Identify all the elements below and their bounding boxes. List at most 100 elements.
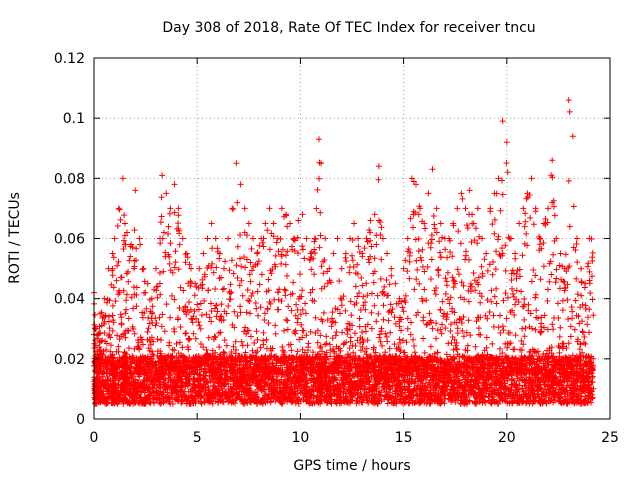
data-point — [373, 318, 380, 325]
data-point — [262, 310, 269, 317]
data-point — [154, 294, 161, 301]
data-point — [132, 392, 139, 399]
data-point — [434, 267, 441, 274]
data-point — [114, 262, 121, 269]
data-point — [356, 323, 363, 330]
data-point — [116, 206, 123, 213]
data-point — [431, 221, 438, 228]
data-point — [142, 382, 149, 389]
data-point — [226, 296, 233, 303]
data-point — [117, 216, 124, 223]
data-point — [282, 261, 289, 268]
data-point — [275, 296, 282, 303]
data-point — [98, 322, 105, 329]
data-point — [260, 341, 267, 348]
data-point — [287, 220, 294, 227]
data-point — [368, 325, 375, 332]
data-point — [171, 209, 178, 216]
data-point — [106, 297, 113, 304]
data-point — [177, 323, 184, 330]
data-point — [100, 348, 107, 355]
data-point — [131, 330, 138, 337]
data-point — [378, 224, 385, 231]
data-point — [374, 292, 381, 299]
data-point — [351, 220, 358, 227]
data-point — [237, 309, 244, 316]
data-point — [316, 175, 323, 182]
data-point — [125, 379, 132, 386]
data-point — [426, 310, 433, 317]
data-point — [177, 392, 184, 399]
data-point — [254, 250, 261, 257]
data-point — [121, 220, 128, 227]
data-point — [151, 400, 158, 407]
data-point — [115, 343, 122, 350]
data-point — [157, 383, 164, 390]
data-point — [281, 327, 288, 334]
data-point — [149, 348, 156, 355]
data-point — [433, 284, 440, 291]
data-point — [121, 232, 128, 239]
data-point — [427, 343, 434, 350]
data-point — [255, 258, 262, 265]
data-point — [429, 166, 436, 173]
data-point — [124, 359, 131, 366]
data-point — [205, 334, 212, 341]
data-point — [112, 362, 119, 369]
data-point — [376, 334, 383, 341]
data-point — [241, 205, 248, 212]
data-point — [244, 287, 251, 294]
data-point — [136, 345, 143, 352]
data-point — [140, 265, 147, 272]
data-point — [158, 337, 165, 344]
data-point — [97, 398, 104, 405]
data-point — [247, 310, 254, 317]
data-point — [167, 205, 174, 212]
data-point — [442, 290, 449, 297]
data-point — [252, 299, 259, 306]
data-point — [348, 312, 355, 319]
data-point — [249, 290, 256, 297]
data-point — [237, 255, 244, 262]
data-point — [178, 398, 185, 405]
data-point — [421, 268, 428, 275]
data-point — [160, 229, 167, 236]
data-point — [102, 381, 109, 388]
data-point — [396, 336, 403, 343]
data-point — [312, 314, 319, 321]
data-point — [226, 267, 233, 274]
data-point — [320, 258, 327, 265]
data-point — [166, 339, 173, 346]
data-point — [141, 310, 148, 317]
data-point — [254, 348, 261, 355]
data-point — [415, 211, 422, 218]
data-point — [248, 293, 255, 300]
data-point — [284, 326, 291, 333]
data-point — [167, 372, 174, 379]
data-point — [102, 312, 109, 319]
data-point — [379, 235, 386, 242]
data-point — [208, 220, 215, 227]
data-point — [169, 346, 176, 353]
data-point — [435, 272, 442, 279]
data-point — [444, 269, 451, 276]
data-point — [122, 310, 129, 317]
data-point — [360, 293, 367, 300]
data-point — [442, 246, 449, 253]
data-point — [365, 256, 372, 263]
data-point — [288, 307, 295, 314]
data-point — [376, 331, 383, 338]
data-point — [245, 327, 252, 334]
data-point — [336, 277, 343, 284]
data-point — [275, 289, 282, 296]
data-point — [157, 400, 164, 407]
data-point — [237, 181, 244, 188]
data-point — [168, 292, 175, 299]
data-point — [203, 346, 210, 353]
data-point — [176, 339, 183, 346]
data-point — [293, 301, 300, 308]
data-point — [400, 308, 407, 315]
data-point — [160, 399, 167, 406]
data-point — [131, 227, 138, 234]
data-point — [148, 365, 155, 372]
